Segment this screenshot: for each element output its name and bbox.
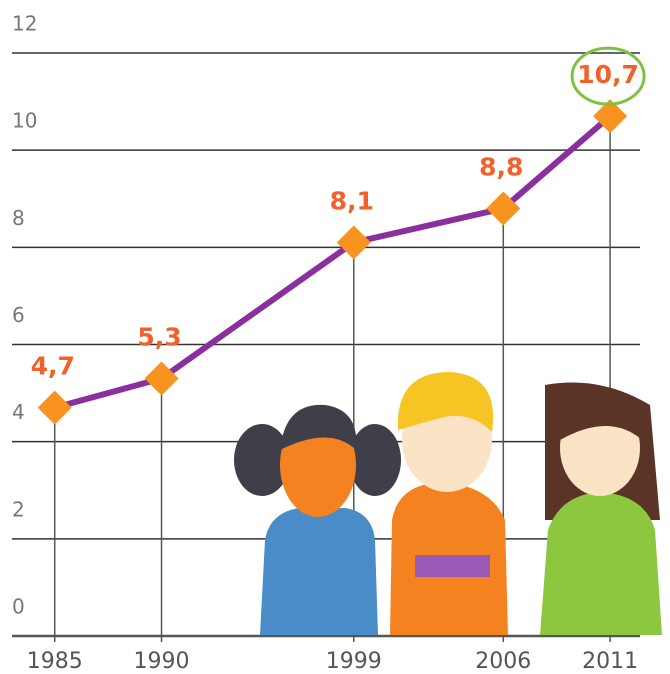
- y-tick-label: 10: [12, 109, 37, 133]
- y-tick-label: 8: [12, 206, 25, 230]
- stripe: [415, 555, 490, 577]
- illustration: [234, 372, 662, 635]
- x-tick-label: 2011: [582, 649, 638, 674]
- shirt: [540, 492, 662, 635]
- data-label: 8,8: [479, 152, 523, 181]
- hair: [349, 424, 401, 496]
- data-label: 4,7: [31, 352, 75, 381]
- shirt: [260, 508, 378, 635]
- y-tick-label: 12: [12, 12, 37, 36]
- data-layer: 4,7 5,3 8,1 8,8 10,7: [31, 48, 645, 425]
- y-tick-label: 4: [12, 400, 25, 424]
- x-tick-label: 2006: [475, 649, 531, 674]
- y-tick-label: 6: [12, 303, 25, 327]
- data-label: 8,1: [330, 186, 374, 215]
- line: [55, 116, 610, 408]
- marker: [38, 391, 72, 425]
- chart: 0 2 4 6 8 10 12 1985 1990 1999 2006 2011 4,7 5,3 8,1 8…: [0, 0, 670, 674]
- x-tick-label: 1999: [326, 649, 382, 674]
- data-label: 10,7: [577, 60, 639, 89]
- data-label: 5,3: [137, 323, 181, 352]
- x-tick-label: 1990: [134, 649, 190, 674]
- x-tick-label: 1985: [27, 649, 83, 674]
- y-tick-label: 0: [12, 595, 25, 619]
- y-tick-label: 2: [12, 497, 25, 521]
